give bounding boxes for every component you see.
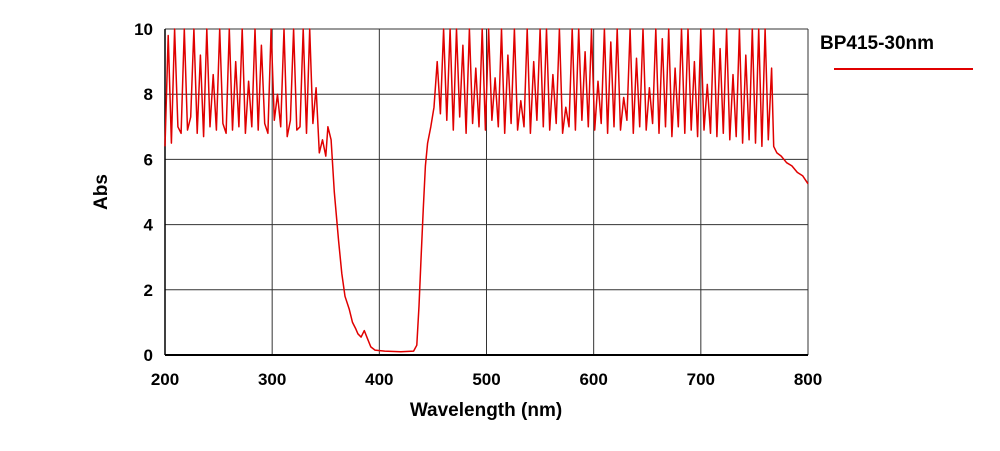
x-tick-label: 200 <box>151 370 179 389</box>
series-line-BP415-30nm <box>164 28 809 353</box>
x-tick-label: 700 <box>687 370 715 389</box>
y-tick-label: 10 <box>134 20 153 39</box>
tick-labels: 200 300 400 500 600 700 800 0 2 4 6 8 10 <box>134 20 822 389</box>
x-tick-label: 500 <box>472 370 500 389</box>
x-tick-label: 800 <box>794 370 822 389</box>
y-tick-label: 2 <box>144 281 153 300</box>
plot-area <box>164 28 809 353</box>
y-tick-label: 6 <box>144 150 153 169</box>
y-tick-label: 8 <box>144 85 153 104</box>
legend: BP415-30nm <box>820 33 973 70</box>
legend-label: BP415-30nm <box>820 33 934 54</box>
x-axis-label: Wavelength (nm) <box>410 400 562 421</box>
y-tick-label: 0 <box>144 346 153 365</box>
x-tick-label: 600 <box>579 370 607 389</box>
x-tick-label: 300 <box>258 370 286 389</box>
y-axis-label: Abs <box>91 174 112 210</box>
x-tick-label: 400 <box>365 370 393 389</box>
y-tick-label: 4 <box>144 216 154 235</box>
